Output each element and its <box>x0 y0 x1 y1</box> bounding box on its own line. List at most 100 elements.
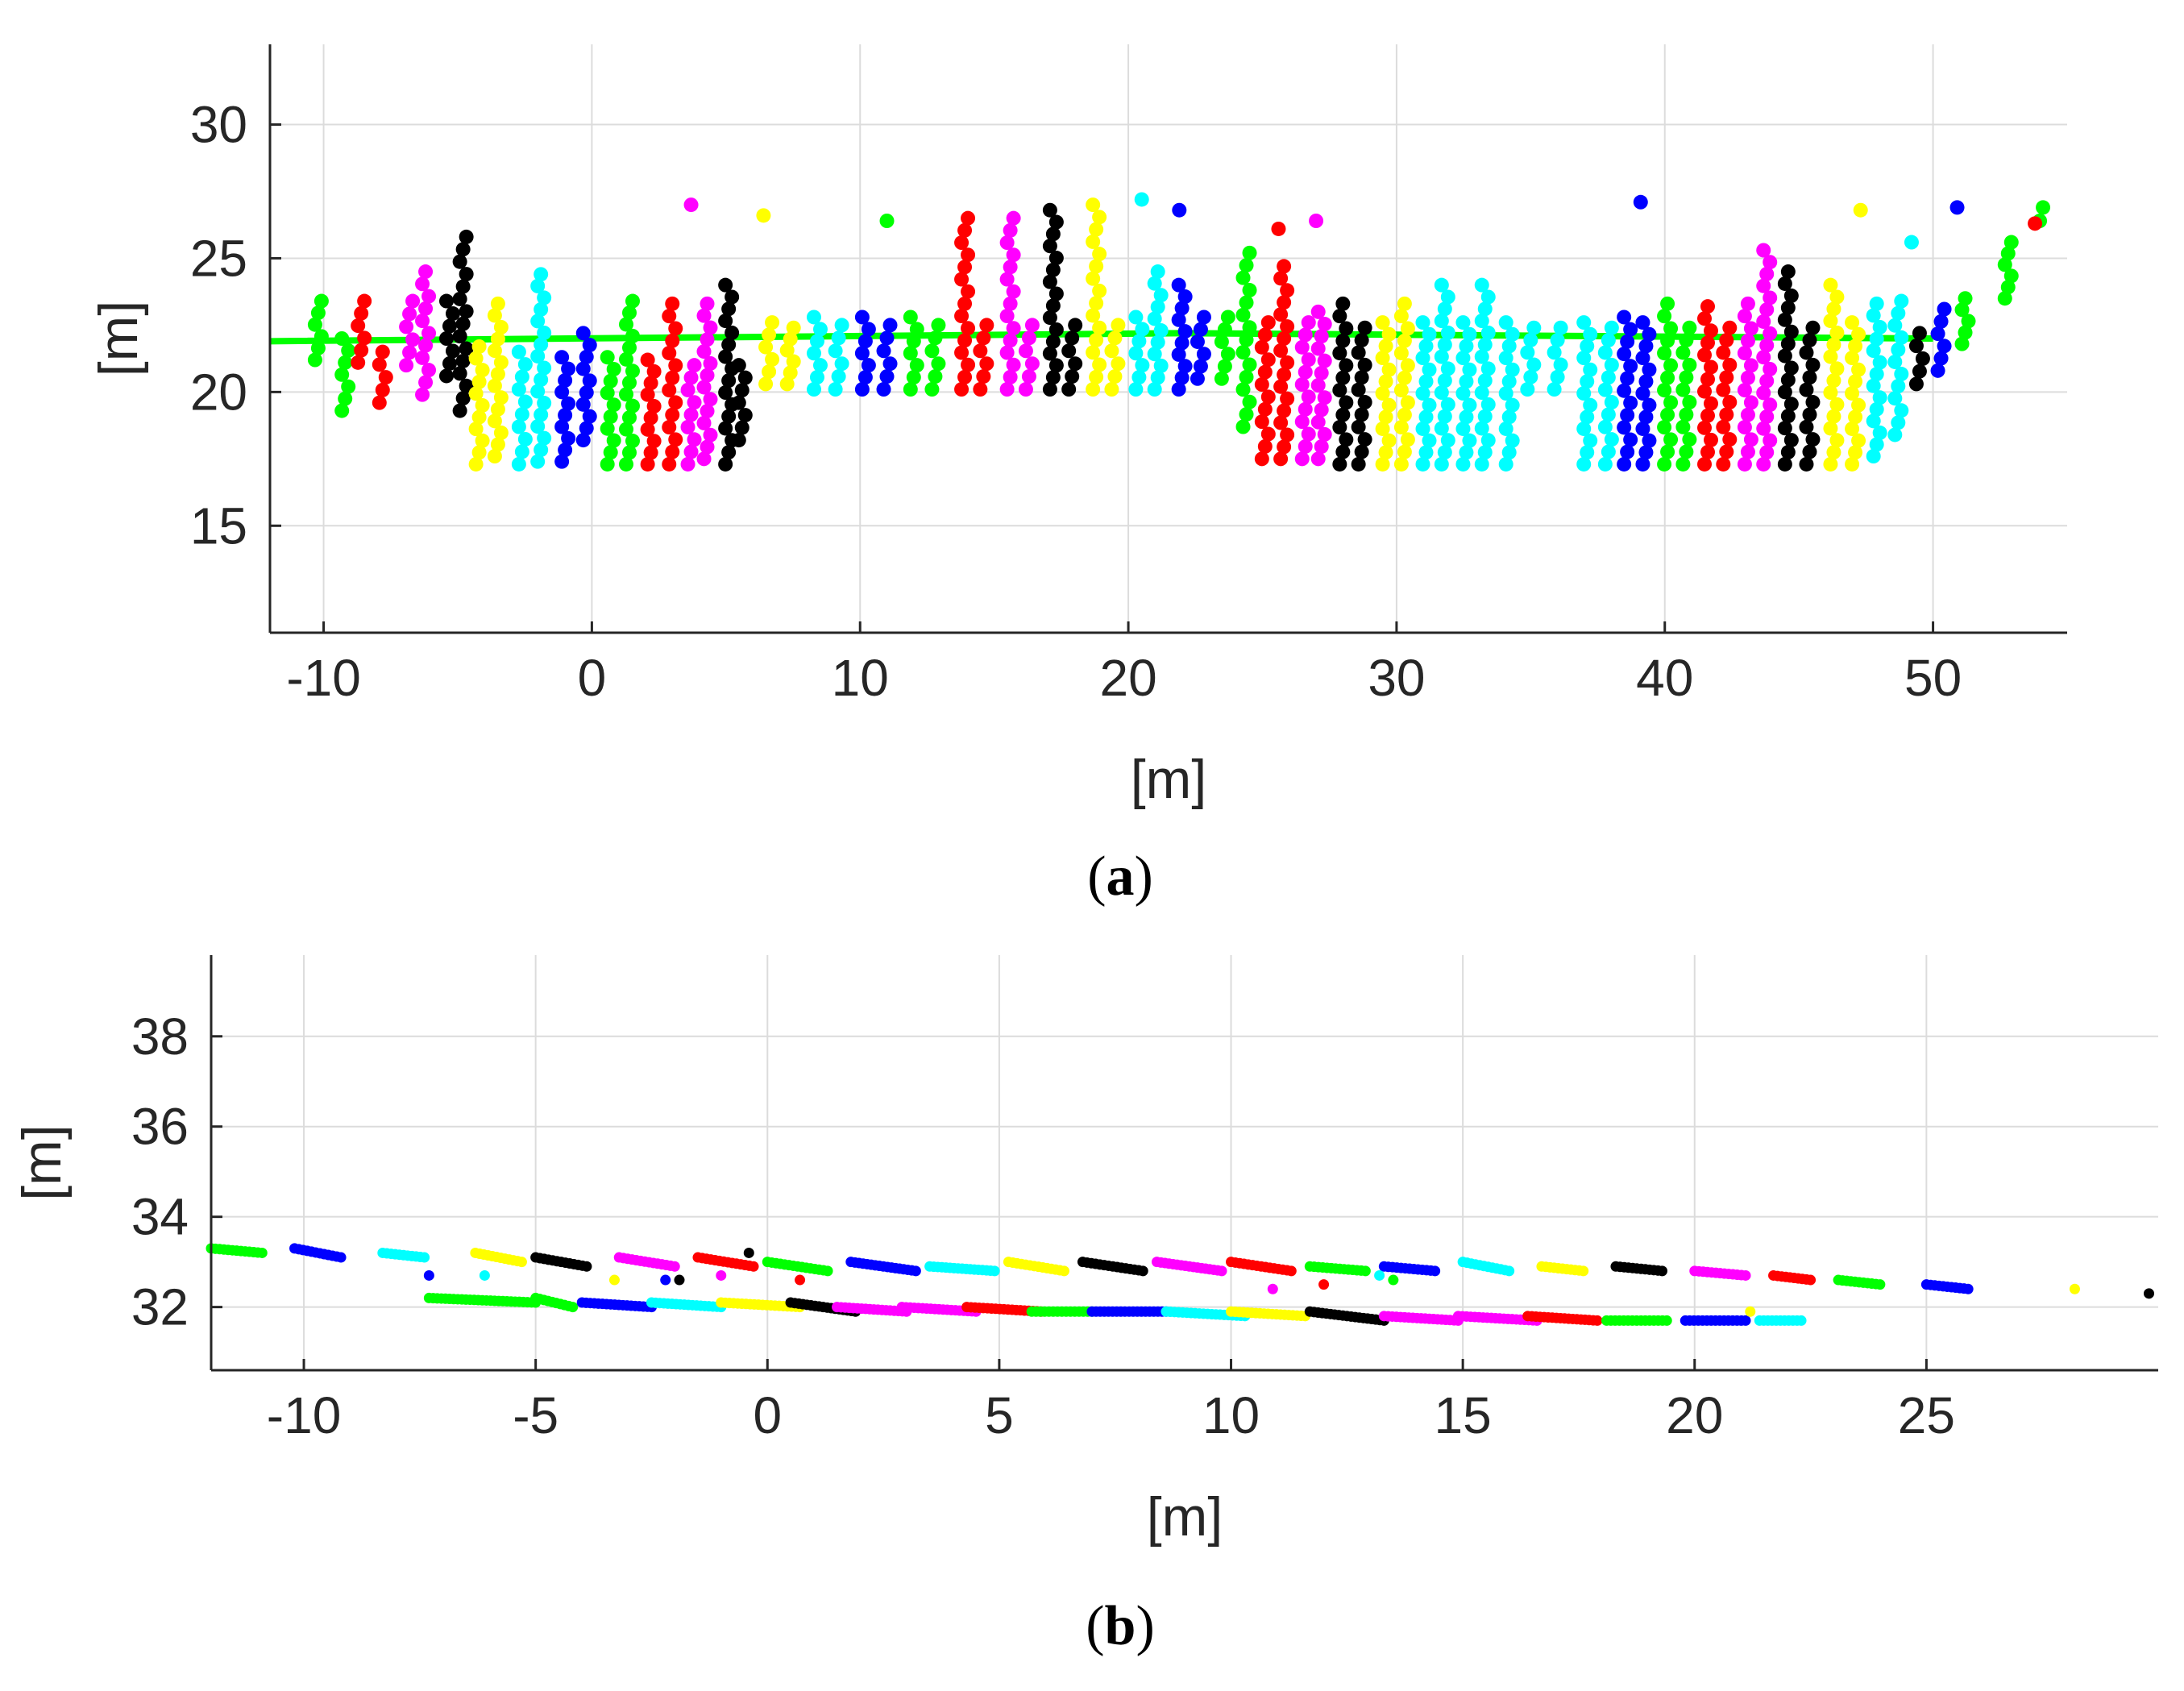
data-point <box>1802 333 1817 348</box>
data-point <box>1285 1265 1297 1277</box>
data-point <box>1780 409 1796 424</box>
data-point <box>1378 374 1393 389</box>
data-point <box>1823 421 1838 436</box>
data-point <box>828 343 843 359</box>
data-point <box>1294 339 1310 355</box>
data-point <box>421 326 437 341</box>
data-point <box>1642 397 1657 413</box>
data-point <box>725 289 740 305</box>
data-point <box>660 1274 671 1286</box>
data-point <box>718 349 733 364</box>
data-point <box>1663 321 1679 336</box>
data-point <box>1172 202 1187 218</box>
data-point <box>418 375 434 390</box>
data-point <box>1147 382 1162 397</box>
data-point <box>643 410 658 426</box>
data-point <box>1190 371 1205 386</box>
data-point <box>1722 320 1738 335</box>
data-point <box>517 394 533 409</box>
data-point <box>1351 345 1366 360</box>
data-point <box>1400 395 1415 410</box>
data-point <box>442 355 457 371</box>
data-point <box>683 444 699 459</box>
data-point <box>928 330 943 346</box>
data-point <box>530 454 546 469</box>
data-point <box>1872 319 1887 334</box>
data-point <box>399 319 414 334</box>
data-point <box>1440 361 1455 376</box>
data-point <box>530 314 546 329</box>
data-point <box>1480 361 1496 376</box>
data-point <box>854 346 870 361</box>
data-point <box>646 364 662 379</box>
data-point <box>455 316 471 331</box>
data-point <box>1332 383 1347 398</box>
data-point <box>338 355 353 370</box>
data-point <box>1381 362 1397 377</box>
y-tick-label: 25 <box>190 229 247 287</box>
data-point <box>1042 346 1057 361</box>
data-point <box>854 382 870 397</box>
data-point <box>455 242 471 257</box>
data-point <box>625 293 640 309</box>
x-tick-label: 30 <box>1368 649 1425 707</box>
data-point <box>1802 370 1817 385</box>
data-point <box>1437 373 1452 388</box>
data-point <box>1171 382 1186 397</box>
data-point <box>1474 421 1489 436</box>
data-point <box>1298 438 1313 454</box>
data-point <box>1894 403 1909 418</box>
data-point <box>1397 370 1412 385</box>
data-point <box>1722 395 1738 410</box>
data-point <box>1418 339 1434 354</box>
data-point <box>758 339 774 355</box>
data-point <box>1823 456 1838 472</box>
data-point <box>619 456 634 472</box>
x-tick-label: 40 <box>1636 649 1693 707</box>
data-point <box>1777 276 1792 291</box>
data-point <box>748 1261 759 1272</box>
data-point <box>1722 357 1738 372</box>
data-point <box>1759 338 1775 353</box>
data-point <box>1314 439 1329 455</box>
data-point <box>1104 382 1119 397</box>
data-point <box>582 373 597 388</box>
data-point <box>743 1247 754 1258</box>
data-point <box>1260 315 1276 330</box>
data-point <box>421 289 437 304</box>
data-point <box>1851 326 1866 342</box>
data-point <box>534 372 549 388</box>
data-point <box>622 305 637 321</box>
data-point <box>1657 456 1672 472</box>
data-point <box>665 333 680 348</box>
data-point <box>1826 445 1841 460</box>
data-point <box>1633 194 1648 210</box>
data-point <box>1675 345 1691 360</box>
data-point <box>1894 293 1909 309</box>
data-point <box>622 410 637 426</box>
data-point <box>1430 1265 1441 1277</box>
data-point <box>737 370 753 385</box>
data-point <box>700 368 715 383</box>
data-point <box>575 361 591 376</box>
data-point <box>1131 334 1147 349</box>
data-point <box>1235 382 1251 397</box>
data-point <box>459 341 474 356</box>
data-point <box>1477 301 1493 317</box>
data-point <box>931 356 946 372</box>
data-point <box>1310 451 1326 467</box>
data-point <box>1310 414 1326 430</box>
data-point <box>1357 357 1372 372</box>
data-point <box>537 290 552 305</box>
data-point <box>1092 210 1107 225</box>
data-point <box>1617 347 1632 362</box>
data-point <box>1003 296 1018 311</box>
data-point <box>1663 395 1679 410</box>
data-point <box>1455 421 1471 436</box>
data-point <box>1620 334 1635 349</box>
data-point <box>957 296 973 311</box>
data-point <box>716 1269 727 1281</box>
data-point <box>1177 359 1193 374</box>
data-point <box>1891 305 1906 321</box>
data-point <box>976 369 991 384</box>
